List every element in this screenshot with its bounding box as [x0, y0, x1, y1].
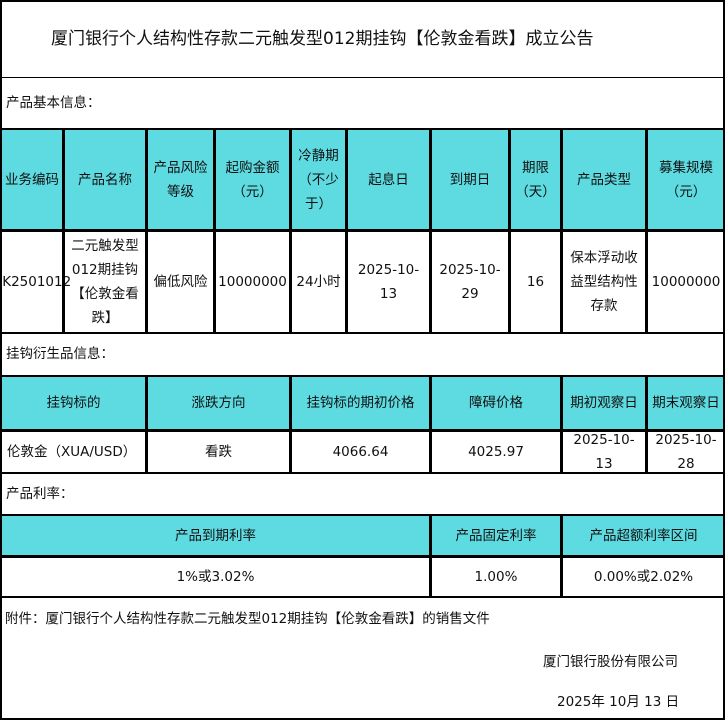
rate-data-cell: 1%或3.02% [0, 556, 431, 598]
derivative-header-cell: 挂钩标的 [0, 375, 147, 431]
rate-header-cell: 产品固定利率 [430, 514, 562, 557]
attachment-note: 附件：厦门银行个人结构性存款二元触发型012期挂钩【伦敦金看跌】的销售文件 [5, 611, 490, 627]
rate-data-cell: 0.00%或2.02% [561, 556, 725, 598]
rate-info-label: 产品利率： [0, 472, 725, 515]
derivative-data-cell: 看跌 [146, 430, 291, 474]
basic-header-cell: 业务编码 [0, 128, 64, 231]
company-name: 厦门银行股份有限公司 [543, 654, 678, 670]
basic-header-cell: 产品名称 [63, 128, 147, 231]
derivative-info-label: 挂钩衍生品信息： [0, 332, 725, 376]
basic-header-cell: 冷静期（不少于） [290, 128, 347, 231]
basic-header-cell: 期限（天） [509, 128, 562, 231]
basic-header-cell: 起购金额（元） [214, 128, 291, 231]
derivative-data-cell: 4025.97 [430, 430, 562, 474]
derivative-data-cell: 伦敦金（XUA/USD） [0, 430, 147, 474]
basic-header-cell: 产品类型 [561, 128, 647, 231]
announcement-date: 2025年 10月 13 日 [557, 694, 680, 710]
derivative-data-cell: 2025-10-13 [561, 430, 647, 474]
derivative-data-cell: 2025-10-28 [646, 430, 725, 474]
derivative-data-cell: 4066.64 [290, 430, 431, 474]
rate-data-cell: 1.00% [430, 556, 562, 598]
rate-header-cell: 产品超额利率区间 [561, 514, 725, 557]
basic-header-cell: 产品风险等级 [146, 128, 215, 231]
basic-data-cell: 16 [509, 230, 562, 334]
basic-data-cell: 2025-10-29 [430, 230, 510, 334]
basic-header-cell: 募集规模（元） [646, 128, 725, 231]
basic-data-cell: 10000000 [646, 230, 725, 334]
basic-data-cell: 2025-10-13 [346, 230, 431, 334]
basic-info-label: 产品基本信息： [0, 77, 725, 129]
basic-data-cell: CK2501012 [0, 230, 71, 334]
basic-data-cell: 二元触发型012期挂钩【伦敦金看跌】 [63, 230, 147, 334]
derivative-header-cell: 期初观察日 [561, 375, 647, 431]
basic-header-cell: 到期日 [430, 128, 510, 231]
basic-data-cell: 偏低风险 [146, 230, 215, 334]
basic-header-cell: 起息日 [346, 128, 431, 231]
derivative-header-cell: 挂钩标的期初价格 [290, 375, 431, 431]
derivative-header-cell: 障碍价格 [430, 375, 562, 431]
page-title: 厦门银行个人结构性存款二元触发型012期挂钩【伦敦金看跌】成立公告 [0, 0, 725, 78]
derivative-header-cell: 涨跌方向 [146, 375, 291, 431]
derivative-header-cell: 期末观察日 [646, 375, 725, 431]
basic-data-cell: 保本浮动收益型结构性存款 [561, 230, 647, 334]
basic-data-cell: 24小时 [290, 230, 347, 334]
basic-data-cell: 10000000 [214, 230, 291, 334]
rate-header-cell: 产品到期利率 [0, 514, 431, 557]
